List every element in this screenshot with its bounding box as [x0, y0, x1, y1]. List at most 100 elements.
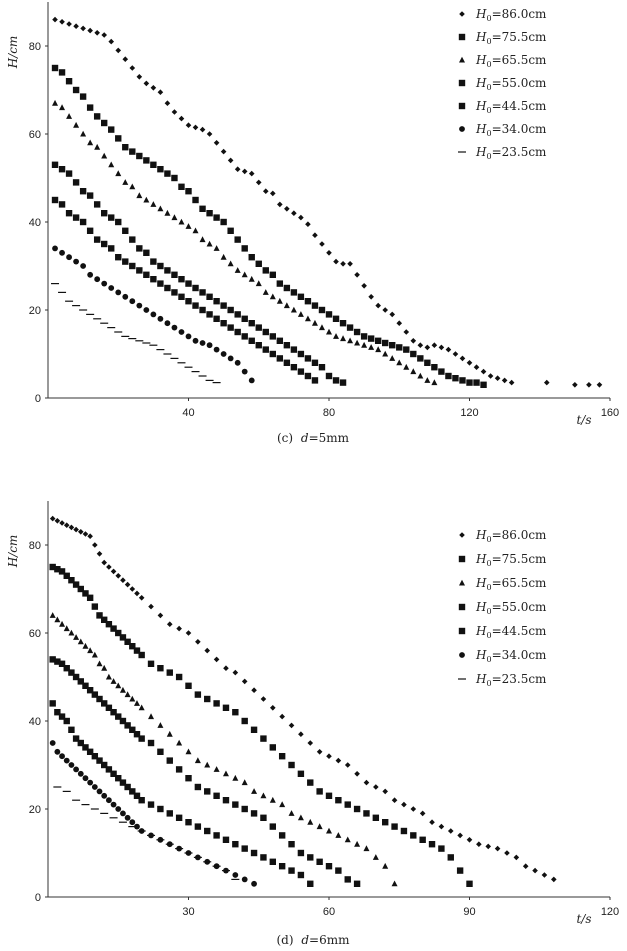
data-point: [49, 563, 56, 571]
data-point: [339, 320, 347, 327]
data-point: [255, 179, 262, 186]
data-point: [110, 625, 117, 632]
data-point: [96, 695, 103, 703]
data-point: [354, 840, 361, 847]
data-point: [459, 355, 466, 362]
data-point: [431, 342, 438, 348]
data-point: [344, 876, 351, 883]
data-point: [77, 678, 84, 685]
data-point: [63, 522, 70, 528]
data-point: [129, 726, 136, 733]
legend-label: H0=86.0cm: [475, 528, 547, 544]
data-point: [119, 717, 127, 725]
x-axis-label: t/s: [576, 912, 591, 926]
data-point: [596, 382, 603, 388]
data-point: [185, 682, 192, 689]
legend-label: H0=23.5cm: [475, 145, 547, 161]
data-point: [339, 379, 347, 386]
data-point: [232, 669, 239, 676]
data-point: [283, 302, 290, 309]
data-point: [241, 805, 248, 813]
data-point: [452, 375, 459, 382]
data-point: [508, 379, 515, 386]
data-point: [87, 139, 94, 146]
data-point: [457, 832, 463, 839]
data-point: [234, 311, 241, 318]
data-point: [222, 836, 230, 843]
data-point: [150, 258, 157, 265]
data-point: [65, 78, 73, 85]
data-point: [166, 621, 173, 627]
y-axis-label: H/cm: [6, 535, 20, 569]
data-point: [87, 533, 93, 539]
data-point: [374, 337, 382, 344]
data-point: [108, 285, 115, 291]
data-point: [108, 245, 115, 252]
data-point: [382, 350, 389, 357]
data-point: [335, 832, 342, 838]
data-point: [108, 161, 115, 168]
data-point: [279, 801, 286, 808]
data-point: [204, 827, 211, 835]
data-point: [284, 206, 290, 212]
data-point: [586, 382, 592, 388]
data-point: [150, 161, 157, 168]
data-point: [262, 267, 269, 274]
data-point: [241, 678, 248, 685]
series-h0-23-5cm: [51, 283, 221, 384]
data-point: [222, 704, 230, 711]
data-point: [438, 823, 445, 830]
data-point: [80, 25, 86, 32]
legend-marker: [458, 555, 466, 563]
data-point: [417, 342, 424, 348]
y-tick-label: 80: [29, 540, 41, 552]
data-point: [456, 867, 464, 874]
legend-marker: [458, 79, 466, 87]
data-point: [396, 320, 403, 326]
data-point: [73, 121, 80, 128]
data-point: [447, 854, 454, 861]
data-point: [59, 104, 66, 111]
data-point: [192, 227, 199, 234]
data-point: [283, 284, 291, 292]
data-point: [94, 276, 101, 283]
data-point: [227, 306, 234, 314]
data-point: [166, 669, 173, 676]
x-tick-label: 90: [463, 906, 475, 918]
data-point: [494, 845, 501, 852]
data-point: [54, 616, 61, 623]
data-point: [290, 289, 298, 296]
data-point: [410, 368, 417, 375]
data-point: [335, 867, 342, 874]
data-point: [101, 32, 107, 38]
data-point: [49, 515, 56, 522]
data-point: [115, 170, 122, 177]
data-point: [260, 814, 267, 821]
data-point: [164, 100, 171, 106]
x-tick-label: 120: [601, 906, 619, 918]
data-point: [419, 810, 426, 817]
data-point: [66, 254, 72, 261]
data-point: [185, 333, 192, 340]
data-point: [115, 47, 122, 54]
data-point: [204, 647, 211, 654]
data-point: [101, 761, 108, 769]
data-point: [311, 377, 319, 384]
data-point: [325, 792, 333, 799]
data-point: [59, 249, 65, 256]
data-point: [115, 629, 122, 637]
data-point: [171, 174, 178, 182]
data-point: [429, 819, 435, 825]
data-point: [91, 651, 98, 658]
data-point: [340, 335, 347, 342]
data-point: [185, 280, 192, 287]
legend-marker: [458, 102, 466, 110]
data-point: [178, 218, 185, 225]
data-point: [368, 294, 374, 300]
data-point: [101, 616, 108, 623]
data-point: [94, 143, 101, 150]
data-point: [304, 372, 312, 380]
data-point: [143, 80, 150, 87]
data-point: [220, 320, 227, 327]
data-point: [391, 823, 398, 830]
